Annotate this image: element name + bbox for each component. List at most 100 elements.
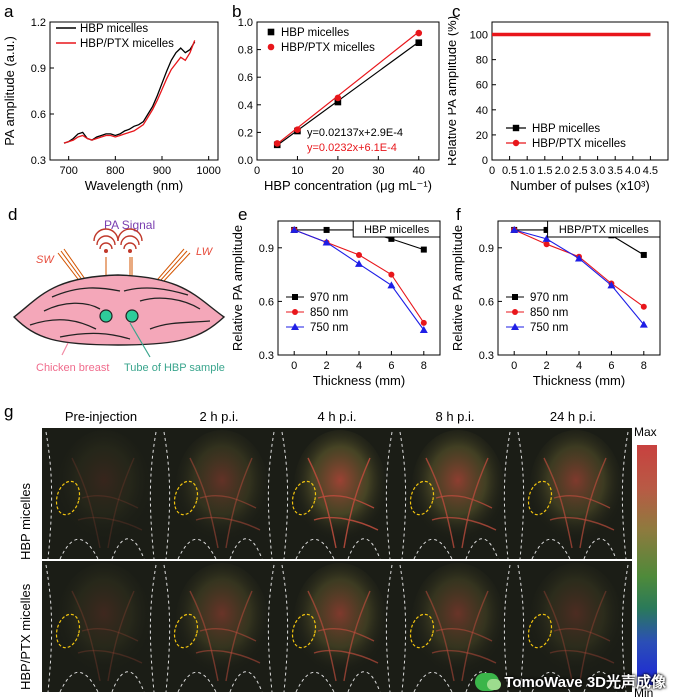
title-box (352, 220, 441, 238)
panel-letter-g: g (4, 402, 14, 421)
data-point (543, 226, 550, 233)
x-tick-label: 3.5 (608, 165, 623, 177)
y-tick-label: 0.0 (238, 155, 253, 167)
pa-signal-label: PA Signal (104, 218, 155, 232)
x-axis-label: Thickness (mm) (313, 373, 405, 388)
y-tick-label: 0.6 (259, 296, 274, 308)
tube-circle-1 (99, 309, 113, 323)
data-point (415, 29, 423, 37)
x-tick-label: 6 (388, 360, 394, 372)
time-label-4: 24 h p.i. (549, 409, 597, 424)
x-tick-label: 900 (153, 165, 171, 177)
chart-f: 0 2 4 6 8 0.3 0.6 0.9 Thickness (mm) Relative PA … (452, 220, 661, 388)
data-point (387, 281, 396, 289)
x-tick-label: 4 (356, 360, 362, 372)
x-tick-label: 2.0 (555, 165, 570, 177)
plot-frame (277, 220, 441, 356)
legend-label: HBP micelles (281, 27, 349, 39)
y-tick-label: 40 (476, 105, 488, 117)
x-tick-label: 3.0 (590, 165, 605, 177)
data-point (322, 238, 331, 246)
watermark-text: TomoWave 3D光声成像 (504, 674, 666, 691)
pa-image-r1-c4 (514, 561, 632, 692)
legend-marker (512, 139, 520, 147)
legend-label: 970 nm (530, 292, 568, 304)
data-point (543, 241, 550, 248)
panel-letter-c: c (452, 2, 461, 21)
x-tick-label: 0 (511, 360, 517, 372)
panel-letter-f: f (456, 205, 461, 224)
panel-letter-b: b (232, 2, 242, 21)
data-point (334, 94, 342, 102)
x-tick-label: 4 (576, 360, 582, 372)
x-tick-label: 0 (291, 360, 297, 372)
plot-frame (256, 21, 440, 161)
data-point (419, 325, 428, 333)
series-line-1 (63, 40, 196, 144)
panel-letter-d: d (8, 205, 18, 224)
time-label-0: Pre-injection (64, 409, 138, 424)
legend-marker (512, 294, 518, 300)
panel-title: HBP/PTX micelles (559, 224, 649, 236)
y-tick-label: 60 (476, 80, 488, 92)
y-axis-label: Relative PA amplitude (232, 225, 245, 351)
y-tick-label: 0.3 (479, 350, 494, 362)
chicken-breast-label: Chicken breast (36, 362, 109, 374)
x-axis-label: Wavelength (nm) (85, 178, 184, 193)
x-tick-label: 700 (59, 165, 77, 177)
chart-a: 700 800 900 1000 0.3 0.6 0.9 1.2 Wavelength (nm)… (2, 17, 221, 193)
fit-line-0 (276, 41, 420, 146)
x-tick-label: 30 (372, 165, 384, 177)
legend-marker (511, 323, 519, 330)
legend-label: 750 nm (310, 322, 348, 334)
y-tick-label: 0.6 (479, 296, 494, 308)
y-tick-label: 0.9 (31, 63, 46, 75)
tube-label: Tube of HBP sample (124, 362, 225, 374)
y-tick-label: 20 (476, 130, 488, 142)
data-point (355, 259, 363, 267)
x-tick-label: 10 (291, 165, 303, 177)
pa-image-r0-c1 (160, 428, 278, 559)
y-axis-label: PA amplitude (a.u.) (2, 36, 17, 146)
x-tick-label: 1.0 (520, 165, 535, 177)
pa-image-r0-c4 (514, 428, 632, 559)
data-point (290, 225, 299, 233)
x-tick-label: 6 (608, 360, 614, 372)
x-tick-label: 800 (106, 165, 124, 177)
chart-e: 0 2 4 6 8 0.3 0.6 0.9 Thickness (mm) Relative PA … (232, 220, 441, 388)
data-point (575, 254, 583, 262)
legend-marker (292, 294, 298, 300)
y-tick-label: 1.0 (238, 17, 253, 29)
pa-image-r0-c0 (42, 428, 160, 559)
chart-b: 0 10 20 30 40 0.0 0.2 0.4 0.6 0.8 1.0 HBP concentra… (238, 17, 440, 193)
legend-label: HBP/PTX micelles (532, 138, 626, 150)
y-tick-label: 0.3 (259, 350, 274, 362)
y-tick-label: 0.3 (31, 155, 46, 167)
legend-label: 970 nm (310, 292, 348, 304)
data-point (607, 281, 616, 289)
y-tick-label: 0.6 (238, 72, 253, 84)
lw-label: LW (196, 246, 214, 258)
y-tick-label: 0 (482, 155, 488, 167)
tube-circle-2 (125, 309, 139, 323)
data-point (640, 303, 647, 310)
data-point (323, 226, 330, 233)
pa-image-r1-c2 (278, 561, 396, 692)
legend-label: HBP/PTX micelles (80, 38, 174, 50)
y-tick-label: 0.9 (479, 243, 494, 255)
x-tick-label: 0.5 (502, 165, 517, 177)
legend-marker (267, 28, 275, 36)
data-point (294, 126, 301, 133)
legend-marker (512, 124, 520, 132)
x-tick-label: 0 (489, 165, 495, 177)
data-point (542, 234, 551, 242)
data-point (639, 320, 648, 328)
x-tick-label: 4.5 (643, 165, 658, 177)
x-tick-label: 2 (544, 360, 550, 372)
data-point (415, 39, 423, 46)
row-label-hbp-ptx: HBP/PTX micelles (18, 583, 33, 690)
y-axis-label: Relative PA amplitude (%) (448, 16, 459, 166)
data-point (356, 251, 362, 258)
sw-label: SW (36, 254, 55, 266)
pa-image-r1-c1 (160, 561, 278, 692)
